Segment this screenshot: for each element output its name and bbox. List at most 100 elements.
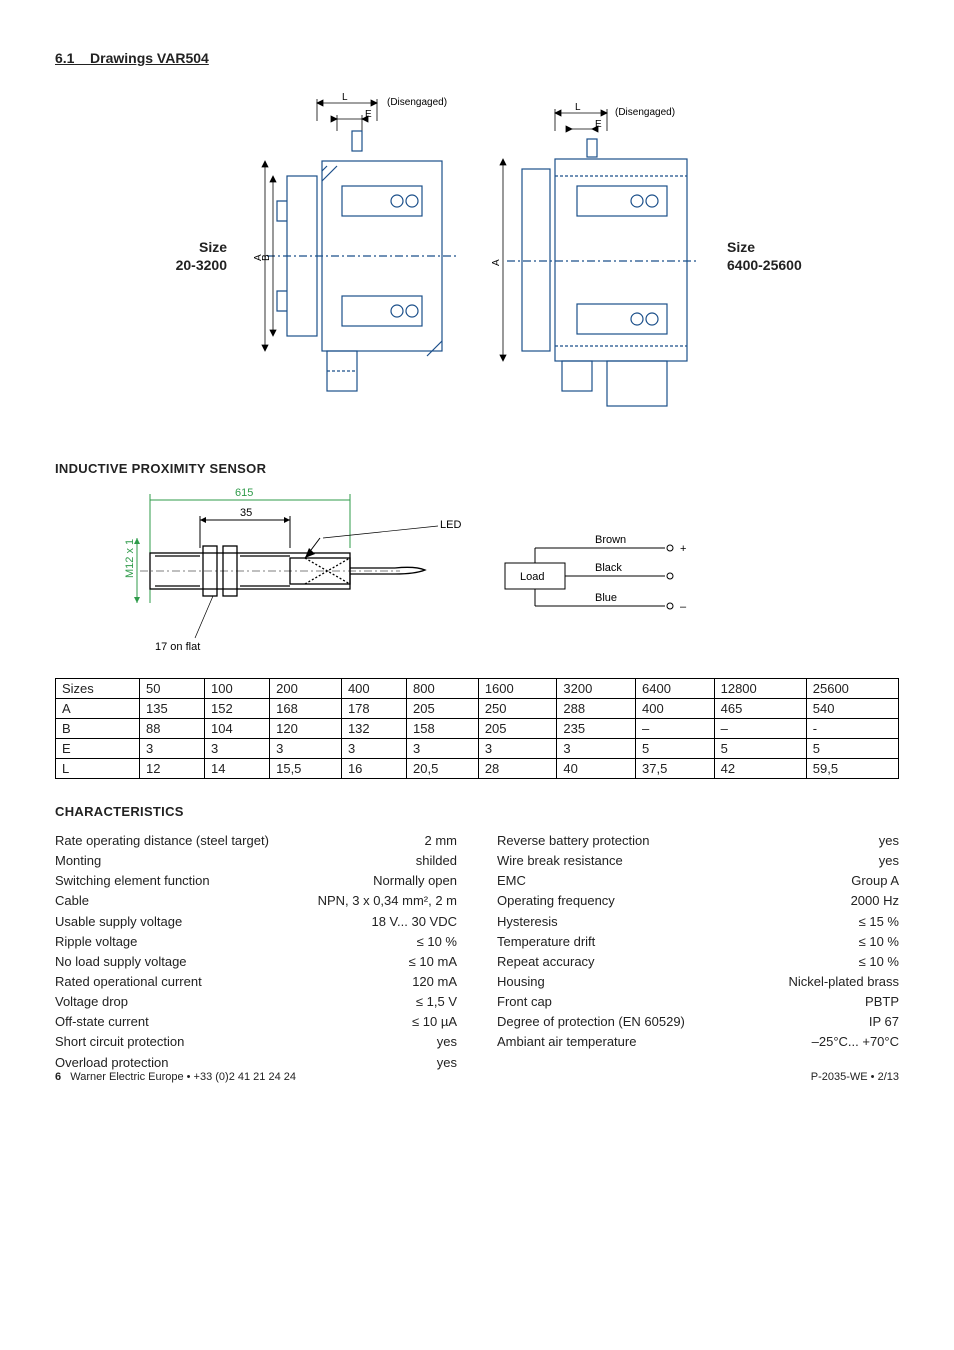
- characteristic-value: ≤ 10 µA: [412, 1012, 457, 1032]
- characteristic-row: Ambiant air temperature–25°C... +70°C: [497, 1032, 899, 1052]
- table-cell: 88: [139, 719, 204, 739]
- characteristic-value: 2 mm: [425, 831, 458, 851]
- load-label: Load: [520, 571, 544, 583]
- characteristic-label: Usable supply voltage: [55, 912, 182, 932]
- characteristic-label: Overload protection: [55, 1053, 168, 1073]
- table-header: 100: [205, 679, 270, 699]
- characteristic-row: No load supply voltage ≤ 10 mA: [55, 952, 457, 972]
- characteristic-label: Rated operational current: [55, 972, 202, 992]
- table-cell: 3: [270, 739, 342, 759]
- characteristic-value: 2000 Hz: [851, 891, 899, 911]
- table-cell: E: [56, 739, 140, 759]
- wire-brown: Brown: [595, 534, 626, 546]
- characteristic-value: ≤ 10 %: [859, 952, 899, 972]
- table-header: Sizes: [56, 679, 140, 699]
- characteristic-label: No load supply voltage: [55, 952, 187, 972]
- dim-615: 615: [235, 488, 253, 499]
- size-label-right-line1: Size: [727, 239, 755, 255]
- minus-sign: –: [680, 601, 687, 613]
- characteristic-row: Wire break resistance yes: [497, 851, 899, 871]
- characteristic-value: ≤ 10 mA: [409, 952, 457, 972]
- characteristic-value: yes: [879, 831, 899, 851]
- page-footer: 6 Warner Electric Europe • +33 (0)2 41 2…: [55, 1071, 899, 1083]
- table-cell: –: [636, 719, 715, 739]
- characteristic-row: Hysteresis≤ 15 %: [497, 912, 899, 932]
- characteristic-value: ≤ 10 %: [859, 932, 899, 952]
- sensor-diagram: 615 35 M12 x 1: [95, 488, 899, 658]
- characteristic-label: EMC: [497, 871, 526, 891]
- characteristic-value: –25°C... +70°C: [812, 1032, 899, 1052]
- characteristic-row: Temperature drift ≤ 10 %: [497, 932, 899, 952]
- characteristic-row: Degree of protection (EN 60529) IP 67: [497, 1012, 899, 1032]
- characteristic-value: yes: [879, 851, 899, 871]
- table-row: A135152168178205250288400465540: [56, 699, 899, 719]
- table-cell: 37,5: [636, 759, 715, 779]
- svg-text:A: A: [491, 259, 502, 266]
- table-header: 12800: [714, 679, 806, 699]
- characteristic-row: Rate operating distance (steel target)2 …: [55, 831, 457, 851]
- characteristic-row: Front capPBTP: [497, 992, 899, 1012]
- characteristic-label: Temperature drift: [497, 932, 595, 952]
- table-cell: 135: [139, 699, 204, 719]
- characteristic-label: Housing: [497, 972, 545, 992]
- table-cell: 288: [557, 699, 636, 719]
- characteristic-value: Group A: [851, 871, 899, 891]
- size-label-right-line2: 6400-25600: [727, 257, 802, 273]
- characteristic-label: Short circuit protection: [55, 1032, 184, 1052]
- table-row: E3333333555: [56, 739, 899, 759]
- characteristic-row: Monting shilded: [55, 851, 457, 871]
- table-cell: -: [806, 719, 898, 739]
- table-cell: 5: [636, 739, 715, 759]
- characteristics-heading: CHARACTERISTICS: [55, 804, 899, 819]
- sensor-heading: INDUCTIVE PROXIMITY SENSOR: [55, 461, 899, 476]
- characteristic-label: Operating frequency: [497, 891, 615, 911]
- dim-E: E: [365, 109, 372, 120]
- characteristic-value: shilded: [416, 851, 457, 871]
- characteristic-value: ≤ 15 %: [859, 912, 899, 932]
- table-cell: 205: [407, 699, 479, 719]
- table-header: 6400: [636, 679, 715, 699]
- table-cell: 3: [139, 739, 204, 759]
- characteristic-row: Voltage drop≤ 1,5 V: [55, 992, 457, 1012]
- table-cell: 540: [806, 699, 898, 719]
- table-cell: 5: [714, 739, 806, 759]
- disengaged-label: (Disengaged): [387, 97, 447, 108]
- plus-sign: +: [680, 543, 686, 555]
- characteristic-row: Off-state current≤ 10 µA: [55, 1012, 457, 1032]
- characteristic-label: Monting: [55, 851, 101, 871]
- characteristic-value: 18 V... 30 VDC: [371, 912, 457, 932]
- table-cell: 40: [557, 759, 636, 779]
- section-number: 6.1: [55, 50, 74, 66]
- characteristic-value: yes: [437, 1053, 457, 1073]
- characteristic-row: Reverse battery protection yes: [497, 831, 899, 851]
- characteristic-label: Wire break resistance: [497, 851, 623, 871]
- characteristic-row: Operating frequency 2000 Hz: [497, 891, 899, 911]
- wire-black: Black: [595, 562, 622, 574]
- characteristic-label: Voltage drop: [55, 992, 128, 1012]
- dim-L: L: [342, 92, 348, 103]
- led-label: LED: [440, 519, 461, 531]
- table-cell: B: [56, 719, 140, 739]
- table-cell: 16: [341, 759, 406, 779]
- drawings-row: Size 20-3200 L (Disengaged) E: [55, 91, 899, 421]
- table-cell: 5: [806, 739, 898, 759]
- characteristic-label: Degree of protection (EN 60529): [497, 1012, 685, 1032]
- characteristic-row: HousingNickel-plated brass: [497, 972, 899, 992]
- svg-text:L: L: [575, 102, 581, 113]
- table-header: 3200: [557, 679, 636, 699]
- dim-B: B: [261, 254, 272, 261]
- table-cell: 3: [341, 739, 406, 759]
- table-cell: 3: [205, 739, 270, 759]
- characteristic-value: IP 67: [869, 1012, 899, 1032]
- table-cell: 42: [714, 759, 806, 779]
- characteristic-row: Ripple voltage≤ 10 %: [55, 932, 457, 952]
- characteristic-value: 120 mA: [412, 972, 457, 992]
- table-header: 1600: [478, 679, 557, 699]
- characteristic-value: Normally open: [373, 871, 457, 891]
- table-cell: 235: [557, 719, 636, 739]
- table-cell: 205: [478, 719, 557, 739]
- table-cell: 132: [341, 719, 406, 739]
- characteristic-label: Reverse battery protection: [497, 831, 649, 851]
- characteristic-label: Ripple voltage: [55, 932, 137, 952]
- characteristic-row: CableNPN, 3 x 0,34 mm², 2 m: [55, 891, 457, 911]
